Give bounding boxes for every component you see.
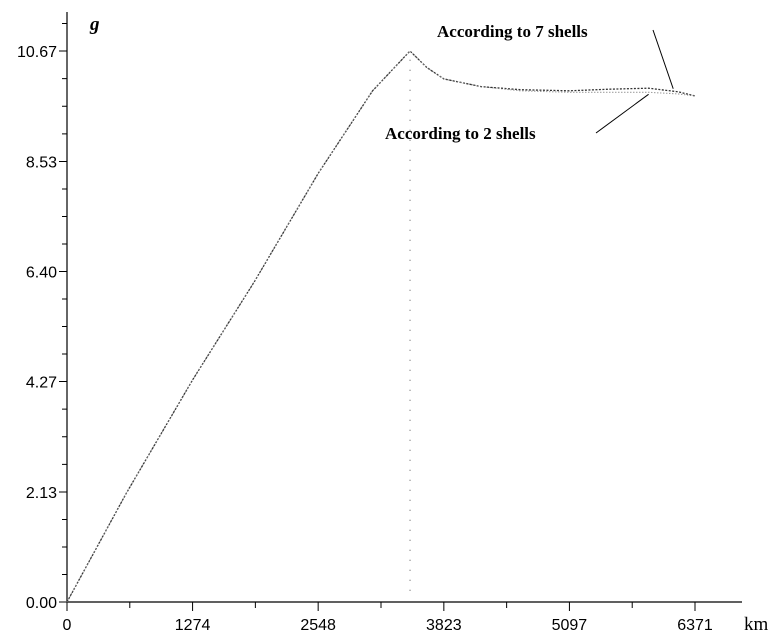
annotation-7-shells: According to 7 shells	[437, 22, 588, 41]
annotation-2-shells: According to 2 shells	[385, 124, 536, 143]
y-ticks: 0.00 2.13 4.27 6.40 8.53 10.67	[17, 23, 67, 612]
x-tick-label: 5097	[552, 617, 588, 634]
y-axis-title: g	[89, 14, 100, 35]
series-line	[66, 50, 696, 603]
y-tick-label: 4.27	[26, 374, 57, 391]
y-tick-label: 0.00	[26, 595, 57, 612]
x-tick-label: 0	[63, 617, 72, 634]
y-tick-label: 2.13	[26, 485, 57, 502]
y-tick-label: 10.67	[17, 44, 57, 61]
annotation-7-shells-leader	[652, 29, 674, 89]
series-layer	[66, 50, 696, 603]
x-tick-label: 1274	[175, 617, 211, 634]
x-tick-label: 6371	[677, 617, 713, 634]
x-tick-label: 2548	[300, 617, 336, 634]
annotations: According to 7 shells According to 2 shel…	[385, 22, 674, 143]
y-tick-label: 6.40	[26, 265, 57, 282]
x-axis-title: km	[744, 614, 769, 635]
x-tick-label: 3823	[426, 617, 462, 634]
x-ticks: 0 1274 2548 3823 5097 6371	[63, 602, 713, 634]
annotation-2-shells-leader	[595, 93, 649, 134]
y-tick-label: 8.53	[26, 155, 57, 172]
series-line	[66, 50, 696, 603]
